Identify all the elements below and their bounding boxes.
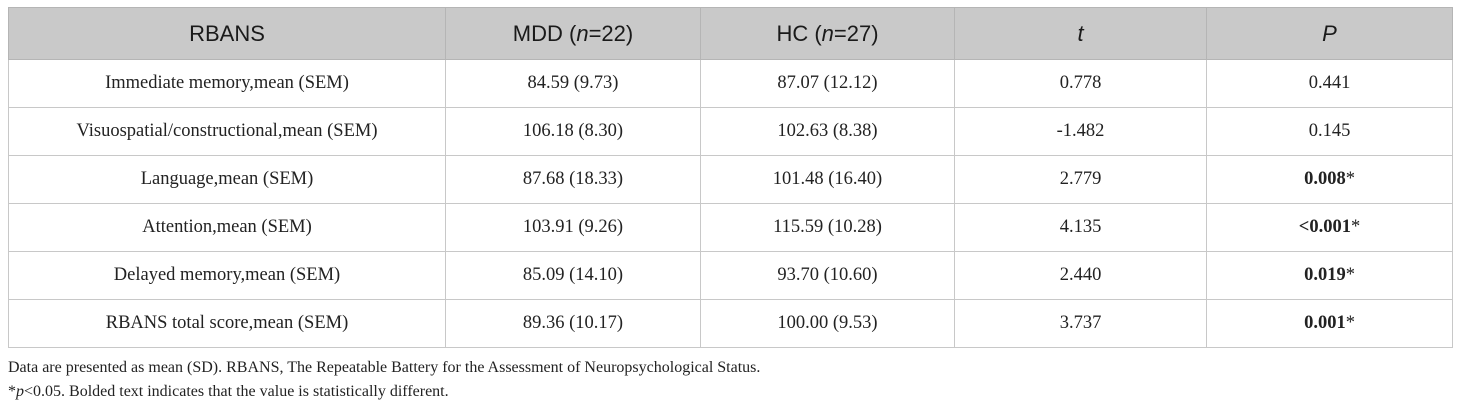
p-value: 0.019 <box>1304 265 1346 285</box>
header-hc: HC (n=27) <box>700 7 955 60</box>
rbans-results-table: RBANS MDD (n=22) HC (n=27) t P Immediate… <box>8 7 1453 348</box>
p-value: 0.008 <box>1304 169 1346 189</box>
hc-value: 115.59 (10.28) <box>700 203 955 252</box>
mdd-value: 84.59 (9.73) <box>445 59 701 108</box>
row-label: Visuospatial/constructional,mean (SEM) <box>8 107 446 156</box>
significance-star: * <box>1345 265 1355 285</box>
t-value: 4.135 <box>954 203 1207 252</box>
row-label: Language,mean (SEM) <box>8 155 446 204</box>
hc-value: 87.07 (12.12) <box>700 59 955 108</box>
p-value-cell: 0.019* <box>1206 251 1453 300</box>
hc-value: 102.63 (8.38) <box>700 107 955 156</box>
p-value-cell: <0.001* <box>1206 203 1453 252</box>
mdd-value: 106.18 (8.30) <box>445 107 701 156</box>
p-value: 0.145 <box>1308 121 1351 141</box>
table-row: Delayed memory,mean (SEM) 85.09 (14.10) 93… <box>8 251 1453 300</box>
t-value: 3.737 <box>954 299 1207 348</box>
table-row: Immediate memory,mean (SEM) 84.59 (9.73) 8… <box>8 59 1453 108</box>
significance-star: * <box>1345 313 1355 333</box>
t-value: 0.778 <box>954 59 1207 108</box>
p-value-cell: 0.008* <box>1206 155 1453 204</box>
footnote-line-1: Data are presented as mean (SD). RBANS, … <box>8 359 761 376</box>
hc-value: 93.70 (10.60) <box>700 251 955 300</box>
t-value: -1.482 <box>954 107 1207 156</box>
p-value: 0.001 <box>1304 313 1346 333</box>
table-header-row: RBANS MDD (n=22) HC (n=27) t P <box>8 7 1453 60</box>
table-row: Attention,mean (SEM) 103.91 (9.26) 115.59 … <box>8 203 1453 252</box>
table-footnotes: Data are presented as mean (SD). RBANS, … <box>8 356 760 404</box>
p-value: <0.001 <box>1298 217 1351 237</box>
row-label: Attention,mean (SEM) <box>8 203 446 252</box>
header-t: t <box>954 7 1207 60</box>
t-value: 2.779 <box>954 155 1207 204</box>
footnote-line-2: *p<0.05. Bolded text indicates that the … <box>8 383 449 400</box>
table-row: RBANS total score,mean (SEM) 89.36 (10.17… <box>8 299 1453 348</box>
significance-star: * <box>1350 217 1361 237</box>
header-p: P <box>1206 7 1453 60</box>
row-label: Delayed memory,mean (SEM) <box>8 251 446 300</box>
header-mdd: MDD (n=22) <box>445 7 701 60</box>
row-label: RBANS total score,mean (SEM) <box>8 299 446 348</box>
results-table-container: RBANS MDD (n=22) HC (n=27) t P Immediate… <box>8 7 1453 348</box>
row-label: Immediate memory,mean (SEM) <box>8 59 446 108</box>
mdd-value: 103.91 (9.26) <box>445 203 701 252</box>
p-value-cell: 0.441 <box>1206 59 1453 108</box>
mdd-value: 85.09 (14.10) <box>445 251 701 300</box>
mdd-value: 87.68 (18.33) <box>445 155 701 204</box>
header-rbans: RBANS <box>8 7 446 60</box>
hc-value: 101.48 (16.40) <box>700 155 955 204</box>
table-row: Language,mean (SEM) 87.68 (18.33) 101.48 (… <box>8 155 1453 204</box>
table-row: Visuospatial/constructional,mean (SEM) 10… <box>8 107 1453 156</box>
p-value: 0.441 <box>1308 73 1351 93</box>
mdd-value: 89.36 (10.17) <box>445 299 701 348</box>
p-value-cell: 0.145 <box>1206 107 1453 156</box>
t-value: 2.440 <box>954 251 1207 300</box>
significance-star: * <box>1345 169 1355 189</box>
p-value-cell: 0.001* <box>1206 299 1453 348</box>
hc-value: 100.00 (9.53) <box>700 299 955 348</box>
